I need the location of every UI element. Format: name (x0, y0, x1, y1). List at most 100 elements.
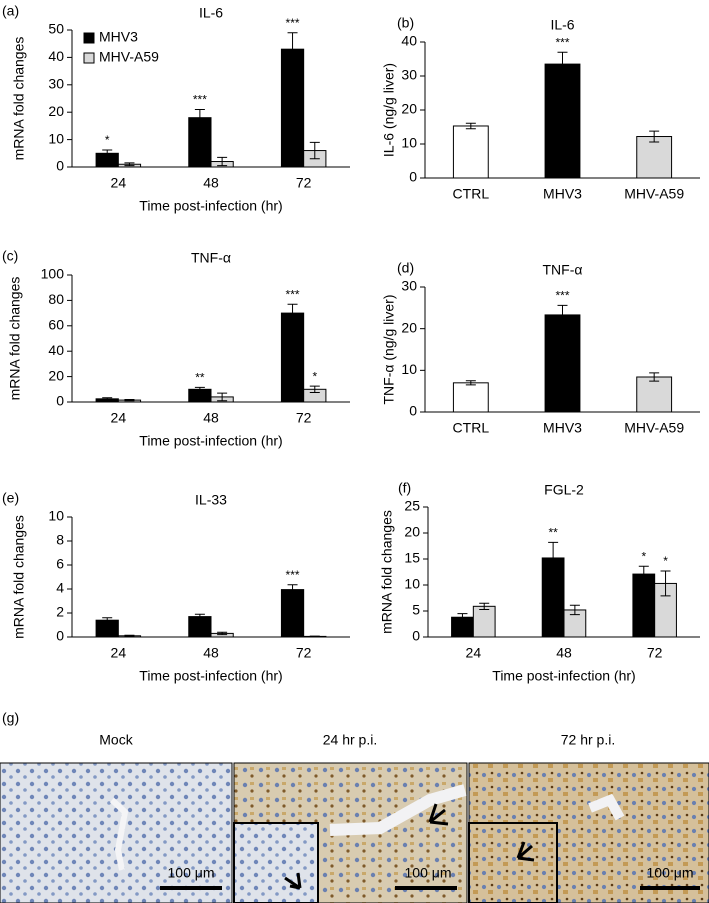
error-bar (217, 392, 228, 402)
x-tick-label: 72 (296, 410, 312, 426)
y-tick-label: 10 (401, 135, 417, 151)
bar (636, 136, 673, 179)
y-tick-label: 0 (412, 628, 420, 644)
y-tick-label: 10 (48, 508, 64, 524)
error-bar (548, 541, 559, 575)
y-tick-label: 40 (48, 48, 64, 64)
error-bar (124, 634, 135, 637)
y-tick-label: 20 (401, 319, 417, 335)
micrograph-image (0, 762, 233, 903)
y-tick-label: 50 (48, 21, 64, 37)
x-tick-label: 72 (647, 645, 663, 661)
x-tick-label: MHV-A59 (624, 420, 684, 436)
panel-label: (g) (2, 710, 19, 726)
image-title: Mock (99, 732, 133, 748)
y-tick-label: 20 (401, 101, 417, 117)
x-tick-label: 72 (296, 175, 312, 191)
x-tick-label: 48 (556, 645, 572, 661)
bar (188, 616, 212, 638)
error-bar (569, 604, 580, 616)
vessel (588, 793, 625, 821)
x-tick-label: 48 (203, 175, 219, 191)
error-bar (217, 156, 228, 167)
y-tick-label: 2 (56, 604, 64, 620)
bar (632, 573, 656, 638)
x-axis-label: Time post-infection (hr) (139, 198, 282, 214)
x-tick-label: 72 (296, 645, 312, 661)
y-tick-label: 0 (56, 628, 64, 644)
significance-label: * (105, 133, 110, 147)
y-tick-label: 10 (404, 576, 420, 592)
y-tick-label: 15 (404, 550, 420, 566)
x-tick-label: 24 (466, 645, 482, 661)
vessel (329, 784, 467, 836)
scale-label: 100 μm (647, 865, 694, 881)
scale-label: 100 μm (405, 865, 452, 881)
y-tick-label: 25 (404, 498, 420, 514)
error-bar (649, 372, 660, 382)
y-tick-label: 20 (404, 524, 420, 540)
error-bar (557, 51, 568, 77)
chart-title: IL-33 (195, 492, 227, 508)
y-axis-label: mRNA fold changes (379, 510, 395, 634)
image-title: 24 hr p.i. (323, 732, 377, 748)
error-bar (479, 602, 490, 610)
legend-label: MHV-A59 (99, 49, 159, 65)
error-bar (465, 122, 476, 130)
error-bar (287, 32, 298, 67)
panel-label: (e) (2, 490, 19, 506)
bar (452, 382, 489, 413)
y-tick-label: 40 (401, 33, 417, 49)
y-tick-label: 40 (48, 342, 64, 358)
x-axis-label: Time post-infection (hr) (492, 668, 635, 684)
significance-label: *** (286, 287, 300, 301)
significance-label: ** (195, 371, 205, 385)
y-tick-label: 0 (56, 393, 64, 409)
significance-label: *** (193, 93, 207, 107)
error-bar (194, 613, 205, 620)
x-tick-label: MHV3 (543, 420, 582, 436)
y-tick-label: 60 (48, 317, 64, 333)
significance-label: * (663, 554, 668, 568)
error-bar (557, 304, 568, 325)
error-bar (660, 570, 671, 597)
inset (233, 822, 319, 903)
y-tick-label: 0 (56, 158, 64, 174)
bar (472, 605, 496, 638)
x-tick-label: 48 (203, 645, 219, 661)
error-bar (102, 149, 113, 158)
y-tick-label: 6 (56, 556, 64, 572)
bar (544, 314, 581, 413)
chart-title: TNF-α (543, 262, 583, 278)
error-bar (309, 385, 320, 393)
significance-label: ** (548, 526, 558, 540)
chart-title: IL-6 (550, 17, 574, 33)
y-tick-label: 20 (48, 367, 64, 383)
x-tick-label: MHV3 (543, 186, 582, 202)
significance-label: * (312, 369, 317, 383)
arrow (516, 841, 535, 862)
y-tick-label: 100 (41, 266, 65, 282)
bar (636, 376, 673, 413)
significance-label: *** (555, 289, 569, 303)
bar (280, 48, 305, 168)
legend-label: MHV3 (99, 29, 138, 45)
y-axis-label: TNF-α (ng/g liver) (381, 295, 397, 405)
error-bar (194, 386, 205, 392)
vessel (109, 797, 129, 871)
error-bar (124, 162, 135, 167)
arrow (428, 803, 449, 826)
error-bar (649, 130, 660, 143)
significance-label: *** (286, 568, 300, 582)
y-tick-label: 20 (48, 103, 64, 119)
y-axis-label: IL-6 (ng/g liver) (381, 63, 397, 157)
y-tick-label: 10 (401, 361, 417, 377)
significance-label: *** (286, 16, 300, 30)
y-tick-label: 80 (48, 291, 64, 307)
bar (452, 125, 489, 179)
y-tick-label: 30 (401, 67, 417, 83)
chart-title: TNF-α (191, 250, 231, 266)
x-axis-label: Time post-infection (hr) (139, 433, 282, 449)
panel-label: (b) (397, 15, 414, 31)
